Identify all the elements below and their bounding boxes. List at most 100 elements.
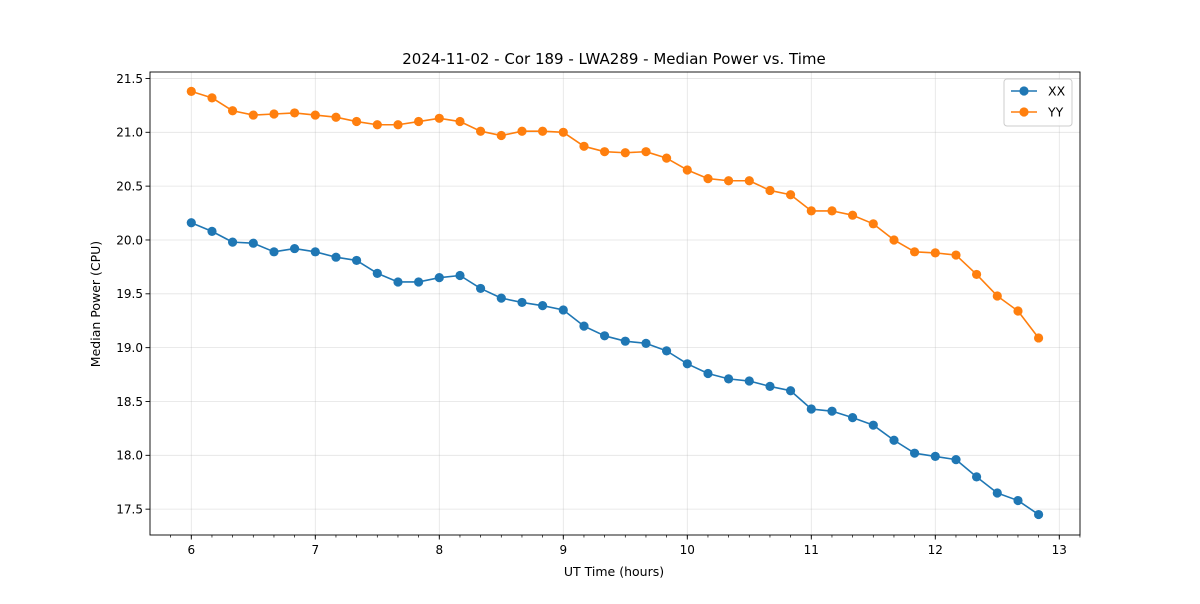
data-point-xx [909,448,920,458]
data-point-yy [186,86,196,96]
data-point-xx [289,243,300,254]
data-point-xx [827,406,837,416]
series-line-xx [190,222,1040,516]
x-tick-label: 10 [680,543,695,557]
data-point-xx [661,346,672,356]
data-point-yy [806,206,816,216]
data-point-yy [310,110,320,120]
data-point-yy [868,219,878,229]
data-point-xx [868,420,878,430]
data-point-xx [1033,509,1044,520]
data-point-yy [847,210,858,220]
data-point-yy [537,126,548,136]
data-point-yy [289,108,300,118]
data-point-yy [827,206,837,216]
data-point-xx [517,297,527,308]
data-point-xx [889,435,899,445]
data-point-xx [599,331,610,341]
data-point-yy [1033,333,1044,343]
data-point-yy [599,147,610,157]
data-point-xx [207,226,217,236]
data-point-yy [207,93,217,103]
data-point-xx [558,305,568,315]
data-point-xx [703,368,713,379]
data-point-yy [517,126,527,136]
legend-label-xx: XX [1048,84,1066,99]
data-point-yy [661,153,672,163]
data-point-xx [310,247,320,257]
x-tick-label: 12 [928,543,943,557]
x-tick-label: 6 [187,543,195,557]
data-point-yy [579,141,589,151]
data-point-xx [971,472,982,482]
data-point-yy [248,110,258,120]
data-point-xx [682,359,692,369]
legend: XX YY [1003,78,1073,127]
data-point-xx [847,413,858,423]
data-point-xx [331,252,341,262]
data-point-yy [351,116,362,127]
legend-marker-xx [1019,86,1029,96]
data-point-xx [765,381,775,392]
data-point-yy [1013,306,1023,316]
data-point-xx [992,488,1002,498]
legend-label-yy: YY [1047,105,1064,120]
data-point-xx [475,283,486,294]
data-point-yy [620,148,630,158]
data-point-xx [785,386,796,396]
data-point-yy [641,147,651,157]
data-point-yy [785,190,796,200]
data-point-yy [889,235,899,245]
x-tick-label: 11 [804,543,819,557]
data-point-yy [703,173,713,184]
x-tick-label: 13 [1052,543,1067,557]
data-point-yy [682,165,692,175]
series-line-yy [191,90,1040,339]
y-tick-label: 20.5 [116,179,143,193]
y-tick-label: 21.5 [116,72,143,86]
data-point-yy [434,113,444,123]
data-point-xx [641,338,651,348]
data-point-xx [351,255,362,266]
data-point-xx [744,376,754,386]
x-axis-label: UT Time (hours) [564,564,664,579]
data-point-yy [909,247,920,257]
data-point-xx [496,293,506,303]
data-point-xx [269,247,279,257]
data-point-xx [413,277,424,287]
data-point-yy [951,250,961,260]
data-point-xx [227,237,238,247]
data-point-xx [393,277,403,287]
data-point-xx [951,455,961,465]
data-point-xx [579,321,589,331]
y-tick-label: 19.0 [116,341,143,355]
data-point-yy [992,291,1002,301]
data-point-xx [372,268,382,278]
data-point-yy [269,109,279,119]
axes-layer: 6 7 8 9 10 11 12 13 17.5 18.0 18.5 19.0 19.5 20.0 20.5… [116,71,1081,557]
data-point-yy [558,127,568,137]
data-point-yy [455,116,465,127]
data-point-yy [475,126,486,136]
data-point-xx [186,218,196,228]
grid-layer [150,72,1080,535]
data-point-yy [227,106,238,116]
data-point-yy [393,120,403,130]
y-tick-label: 21.0 [116,126,143,140]
data-point-xx [455,270,465,281]
y-tick-label: 18.0 [116,449,143,463]
y-tick-label: 18.5 [116,395,143,409]
x-tick-label: 7 [311,543,319,557]
chart-title: 2024-11-02 - Cor 189 - LWA289 - Median P… [402,50,826,68]
data-point-yy [971,269,982,280]
data-point-xx [620,336,630,346]
x-tick-label: 9 [559,543,567,557]
data-point-xx [537,301,548,311]
data-point-xx [806,404,816,414]
data-point-xx [930,451,940,461]
y-tick-label: 20.0 [116,233,143,247]
data-point-xx [248,238,258,248]
data-point-yy [372,120,382,130]
